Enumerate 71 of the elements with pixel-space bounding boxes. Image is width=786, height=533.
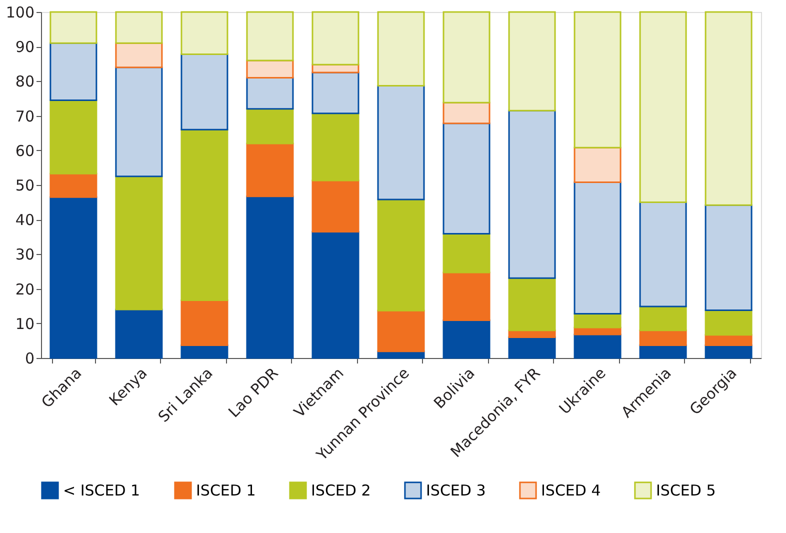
y-tick-label: 70 xyxy=(15,107,34,126)
bar xyxy=(180,11,228,55)
y-tick-label: 0 xyxy=(24,350,34,368)
bar xyxy=(508,11,556,112)
bar xyxy=(180,344,228,359)
bar xyxy=(246,60,294,78)
legend-label: ISCED 2 xyxy=(311,481,371,500)
bar xyxy=(574,11,622,148)
y-tick-label: 50 xyxy=(15,176,34,194)
bar xyxy=(246,196,294,359)
bar xyxy=(639,306,687,332)
y-tick-label: 20 xyxy=(15,280,34,298)
y-tick-label: 30 xyxy=(15,246,34,264)
bar xyxy=(442,102,490,124)
bar xyxy=(50,42,98,101)
bar xyxy=(50,172,98,198)
bar xyxy=(442,320,490,359)
bar xyxy=(312,72,360,114)
legend-label: ISCED 5 xyxy=(656,481,716,500)
y-tick-label: 100 xyxy=(6,4,34,22)
bar xyxy=(639,202,687,308)
bar xyxy=(639,11,687,204)
bar xyxy=(442,272,490,322)
bar xyxy=(377,310,425,352)
bar xyxy=(377,84,425,200)
bar xyxy=(704,204,752,311)
bar xyxy=(574,146,622,183)
bar xyxy=(246,76,294,110)
bar xyxy=(574,181,622,314)
bar xyxy=(115,308,163,359)
bar xyxy=(442,233,490,274)
y-tick-label: 90 xyxy=(15,38,34,56)
legend-label: ISCED 4 xyxy=(541,481,601,500)
bar xyxy=(180,53,228,130)
bar xyxy=(246,11,294,62)
bar xyxy=(180,299,228,346)
bar xyxy=(704,11,752,206)
bar xyxy=(442,11,490,104)
bar xyxy=(50,196,98,359)
bar xyxy=(115,11,163,44)
bar xyxy=(704,310,752,336)
y-tick-label: 60 xyxy=(15,142,34,160)
bar xyxy=(312,230,360,359)
y-tick-label: 80 xyxy=(15,72,34,91)
bar xyxy=(508,336,556,359)
bar xyxy=(377,11,425,86)
bar xyxy=(574,312,622,328)
bar xyxy=(312,112,360,182)
bar xyxy=(180,128,228,301)
bar xyxy=(639,330,687,346)
bar xyxy=(508,110,556,279)
legend-label: ISCED 3 xyxy=(426,481,486,500)
bar xyxy=(377,198,425,312)
bar xyxy=(312,180,360,232)
legend-label: ISCED 1 xyxy=(196,481,256,500)
bar xyxy=(115,66,163,178)
bar xyxy=(312,11,360,66)
bar xyxy=(442,122,490,235)
y-tick-label: 40 xyxy=(15,211,34,230)
bar xyxy=(246,142,294,198)
bar xyxy=(639,344,687,359)
legend-label: < ISCED 1 xyxy=(63,481,140,500)
bar xyxy=(704,344,752,359)
bar xyxy=(115,176,163,310)
bar xyxy=(508,277,556,332)
bar xyxy=(574,334,622,359)
bar xyxy=(115,42,163,68)
bar xyxy=(246,108,294,144)
bar xyxy=(50,99,98,174)
y-tick-label: 10 xyxy=(15,314,34,333)
bar xyxy=(50,11,98,44)
